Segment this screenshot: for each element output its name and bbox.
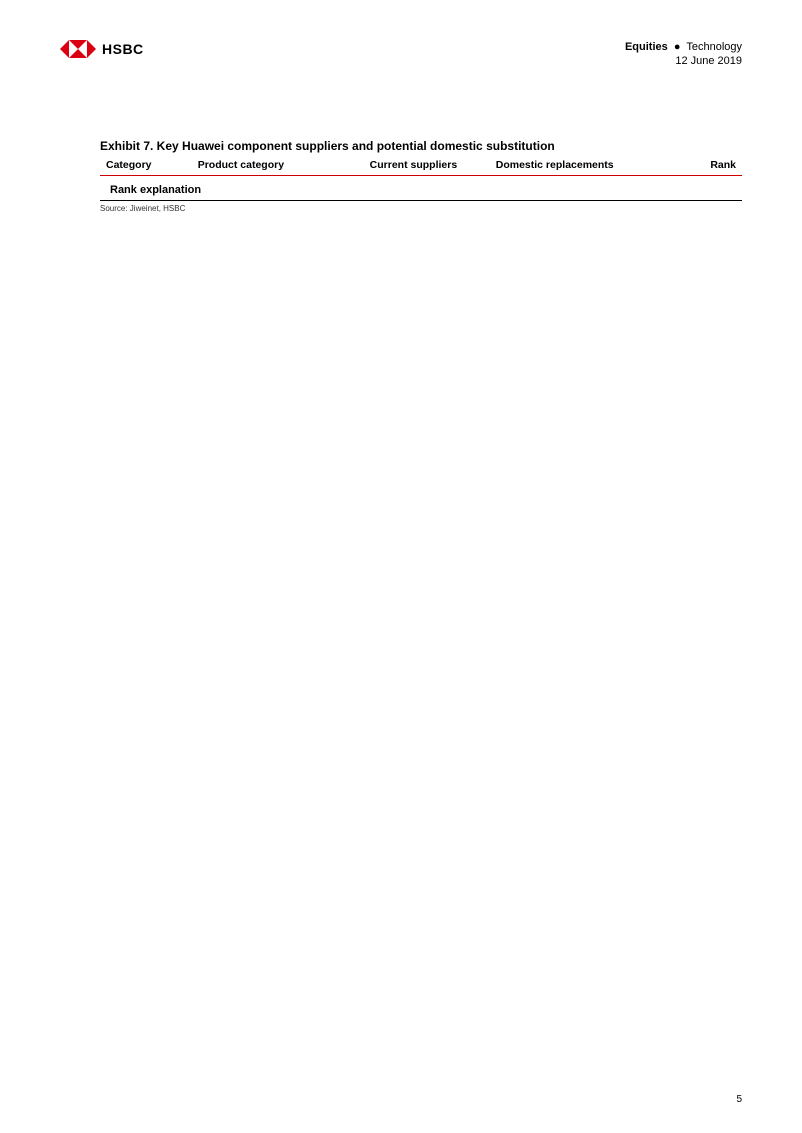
source-note: Source: Jiweinet, HSBC (100, 200, 742, 213)
rank-explanation-title: Rank explanation (110, 184, 742, 196)
page: HSBC Equities ● Technology 12 June 2019 … (0, 0, 802, 1133)
header: HSBC Equities ● Technology 12 June 2019 (60, 40, 742, 69)
logo-text: HSBC (102, 41, 144, 57)
sector-label: Technology (686, 41, 742, 53)
col-category: Category (100, 155, 192, 176)
logo: HSBC (60, 40, 144, 58)
report-date: 12 June 2019 (625, 54, 742, 68)
hsbc-hexagon-icon (60, 40, 96, 58)
content: Exhibit 7. Key Huawei component supplier… (100, 139, 742, 213)
exhibit-title: Exhibit 7. Key Huawei component supplier… (100, 139, 742, 153)
table-header-row: Category Product category Current suppli… (100, 155, 742, 176)
page-number: 5 (736, 1094, 742, 1105)
col-supplier: Current suppliers (364, 155, 490, 176)
col-product: Product category (192, 155, 364, 176)
bullet-icon: ● (674, 41, 681, 53)
equities-label: Equities (625, 41, 668, 53)
col-rank: Rank (685, 155, 742, 176)
col-domestic: Domestic replacements (490, 155, 685, 176)
header-meta: Equities ● Technology 12 June 2019 (625, 40, 742, 69)
suppliers-table: Category Product category Current suppli… (100, 155, 742, 176)
